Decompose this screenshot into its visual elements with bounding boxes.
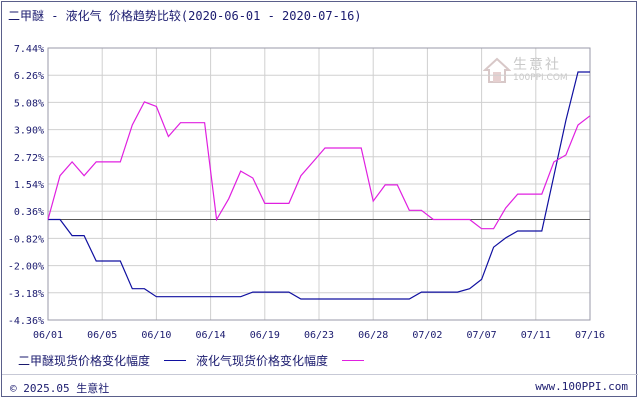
legend-label-series-b: 液化气现货价格变化幅度 bbox=[196, 354, 329, 368]
x-tick-label: 07/11 bbox=[521, 330, 551, 341]
y-tick-label: 6.26% bbox=[14, 71, 44, 82]
y-tick-label: -0.82% bbox=[8, 234, 44, 245]
x-tick-label: 07/02 bbox=[412, 330, 442, 341]
legend: 二甲醚现货价格变化幅度 液化气现货价格变化幅度 bbox=[18, 352, 374, 369]
x-tick-label: 07/16 bbox=[575, 330, 605, 341]
x-tick-label: 07/07 bbox=[467, 330, 497, 341]
grid-lines bbox=[47, 47, 591, 321]
x-tick-label: 06/10 bbox=[141, 330, 171, 341]
legend-swatch-series-b bbox=[342, 360, 365, 361]
y-tick-label: 0.36% bbox=[14, 207, 44, 218]
y-tick-label: 2.72% bbox=[14, 153, 44, 164]
x-tick-label: 06/23 bbox=[304, 330, 334, 341]
watermark-url: 100PPI.COM bbox=[513, 73, 568, 83]
x-tick-labels: 06/01 06/05 06/10 06/14 06/19 06/23 06/28 07/02… bbox=[33, 330, 605, 341]
chart-title: 二甲醚 - 液化气 价格趋势比较(2020-06-01 - 2020-07-16… bbox=[8, 9, 362, 23]
y-tick-label: -4.36% bbox=[8, 316, 44, 327]
y-tick-label: 5.08% bbox=[14, 98, 44, 109]
y-tick-label: 7.44% bbox=[14, 44, 44, 55]
x-tick-label: 06/19 bbox=[250, 330, 280, 341]
x-tick-label: 06/14 bbox=[196, 330, 226, 341]
y-tick-label: -3.18% bbox=[8, 289, 44, 300]
y-tick-label: 1.54% bbox=[14, 180, 44, 191]
legend-swatch-series-a bbox=[164, 360, 187, 361]
x-tick-label: 06/05 bbox=[87, 330, 117, 341]
footer: © 2025.05 生意社 www.100PPI.com bbox=[0, 376, 640, 396]
legend-label-series-a: 二甲醚现货价格变化幅度 bbox=[18, 354, 151, 368]
y-tick-label: -2.00% bbox=[8, 262, 44, 273]
y-tick-labels: 7.44% 6.26% 5.08% 3.90% 2.72% 1.54% 0.36% -0.82… bbox=[8, 44, 44, 327]
series-a-line bbox=[48, 71, 590, 300]
series-b-line bbox=[47, 101, 591, 230]
x-tick-label: 06/01 bbox=[33, 330, 63, 341]
plot-border bbox=[47, 47, 591, 321]
x-tick-label: 06/28 bbox=[358, 330, 388, 341]
footer-site-link[interactable]: www.100PPI.com bbox=[535, 380, 628, 393]
footer-copyright: © 2025.05 生意社 bbox=[10, 382, 110, 395]
y-tick-label: 3.90% bbox=[14, 126, 44, 137]
footer-divider bbox=[2, 374, 638, 375]
series-lines bbox=[47, 71, 591, 300]
house-logo-icon bbox=[483, 57, 511, 83]
